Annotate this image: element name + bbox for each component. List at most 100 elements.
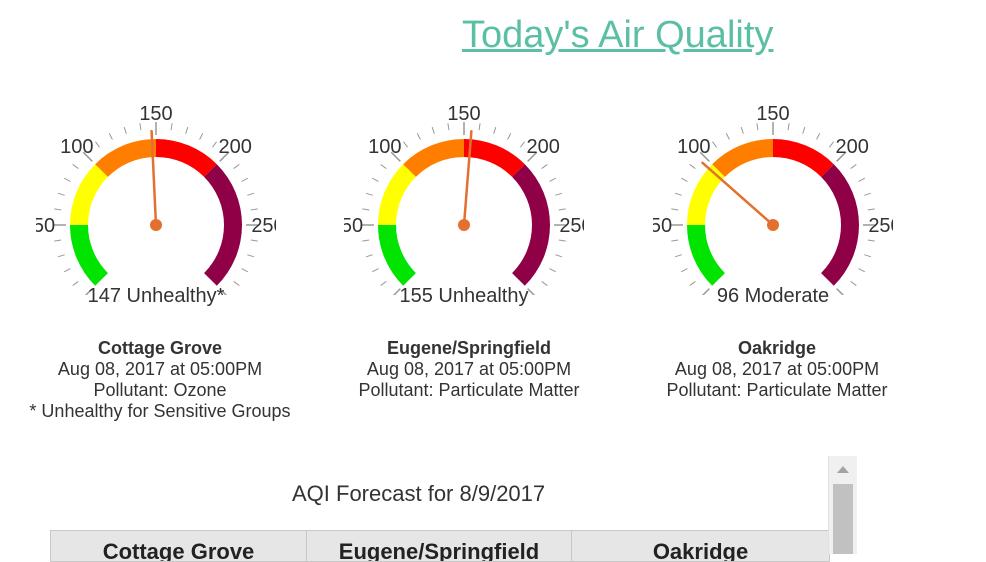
gauge-tick	[740, 126, 744, 134]
gauge-tick-label: 150	[447, 103, 480, 125]
todays-air-quality-link[interactable]: Today's Air Quality	[462, 14, 774, 56]
gauge-tick	[123, 126, 127, 134]
gauge-tick-label: 0	[71, 294, 82, 295]
gauge-tick	[250, 208, 258, 211]
scroll-thumb[interactable]	[833, 484, 853, 554]
station-info-eugene-springfield: Eugene/Springfield Aug 08, 2017 at 05:00…	[309, 338, 629, 401]
gauge-tick	[850, 164, 857, 169]
gauge-tick-label: 100	[677, 136, 710, 158]
gauge-tick	[671, 239, 679, 242]
gauge-tick-label: 50	[36, 215, 55, 237]
gauge-tick	[84, 288, 93, 295]
gauge-band	[464, 139, 525, 177]
gauge-tick	[558, 208, 566, 211]
scroll-up-arrow-icon[interactable]	[829, 456, 857, 482]
gauge-tick	[802, 126, 806, 134]
gauge-tick	[725, 132, 730, 140]
gauge-tick-label: 100	[60, 136, 93, 158]
gauge-tick-label: 200	[219, 136, 252, 158]
gauge-tick	[787, 123, 790, 131]
gauge-tick	[699, 151, 710, 162]
gauge-tick	[108, 132, 113, 140]
gauge-tick	[858, 177, 866, 182]
gauge-tick	[689, 281, 696, 286]
gauge-dial: 0 50 100 150 200 250 300	[653, 103, 893, 295]
gauge-tick	[72, 164, 79, 169]
gauge-tick-label: 250	[559, 215, 584, 237]
gauge-dial: 0 50 100 150 200 250 300	[344, 103, 584, 295]
station-name: Oakridge	[737, 338, 817, 358]
gauge-reading: 147 Unhealthy*	[87, 285, 225, 307]
gauge-tick	[549, 177, 557, 182]
gauge-band	[821, 164, 859, 286]
gauge-tick	[185, 126, 189, 134]
gauge-tick	[199, 132, 204, 140]
gauge-tick-label: 150	[139, 103, 172, 125]
gauge-tick	[555, 192, 563, 196]
gauge-tick	[829, 141, 834, 148]
gauge-tick	[447, 123, 450, 131]
gauge-tick	[431, 126, 435, 134]
gauge-tick-label: 250	[251, 215, 276, 237]
scrollbar[interactable]	[828, 456, 857, 554]
gauge-tick	[54, 239, 62, 242]
forecast-title: AQI Forecast for 8/9/2017	[292, 481, 546, 506]
station-date: Aug 08, 2017 at 05:00PM	[57, 359, 263, 379]
gauge-tick	[541, 164, 548, 169]
gauge-tick	[57, 192, 65, 196]
gauge-tick	[493, 126, 497, 134]
gauge-tick	[836, 151, 847, 162]
gauge-tick	[507, 132, 512, 140]
gauge-tick-label: 150	[756, 103, 789, 125]
gauge-tick-label: 250	[868, 215, 893, 237]
gauge-tick	[219, 288, 228, 295]
gauge-tick	[549, 268, 557, 273]
gauge-band	[95, 139, 156, 177]
gauge-tick	[95, 141, 100, 148]
gauge-tick	[250, 239, 258, 242]
gauge-needle	[701, 161, 775, 227]
gauge-tick	[520, 141, 525, 148]
column-divider	[571, 531, 572, 561]
gauge-tick	[864, 192, 872, 196]
forecast-col-header: Eugene/Springfield	[338, 539, 540, 562]
gauge-tick	[362, 208, 370, 211]
gauge-tick	[756, 123, 759, 131]
gauge-tick	[674, 192, 682, 196]
gauge-tick	[478, 123, 481, 131]
gauge-needle	[150, 129, 158, 227]
gauge-tick	[403, 141, 408, 148]
gauge-band	[204, 164, 242, 286]
gauge-tick	[680, 268, 688, 273]
station-date: Aug 08, 2017 at 05:00PM	[366, 359, 572, 379]
gauge-needle	[462, 130, 473, 227]
gauge-tick	[701, 288, 710, 295]
gauge-band	[773, 139, 834, 177]
station-info-oakridge: Oakridge Aug 08, 2017 at 05:00PM Polluta…	[617, 338, 937, 401]
gauge-tick	[864, 254, 872, 258]
gauge-band	[712, 139, 773, 177]
gauge-tick	[170, 123, 173, 131]
gauge-band	[378, 164, 416, 225]
gauge-band	[156, 139, 217, 177]
gauge-needle-hub	[458, 219, 470, 231]
gauge-tick	[527, 288, 536, 295]
gauge-reading: 155 Unhealthy	[399, 285, 529, 307]
gauge-tick	[858, 268, 866, 273]
gauge-tick	[233, 281, 240, 286]
gauge-tick	[390, 151, 401, 162]
gauge-tick-label: 300	[527, 294, 560, 295]
gauge-tick	[392, 288, 401, 295]
station-pollutant: Pollutant: Ozone	[93, 380, 227, 400]
gauge-tick	[241, 268, 249, 273]
column-divider	[306, 531, 307, 561]
gauge-tick	[54, 208, 62, 211]
gauge-tick	[212, 141, 217, 148]
gauge-eugene-springfield: 0 50 100 150 200 250 300 155 Unhealthy	[344, 95, 584, 315]
gauge-tick	[674, 254, 682, 258]
gauge-tick	[416, 132, 421, 140]
station-pollutant: Pollutant: Particulate Matter	[358, 380, 580, 400]
gauge-tick	[680, 177, 688, 182]
gauge-dial: 0 50 100 150 200 250 300	[36, 103, 276, 295]
gauge-tick	[371, 177, 379, 182]
